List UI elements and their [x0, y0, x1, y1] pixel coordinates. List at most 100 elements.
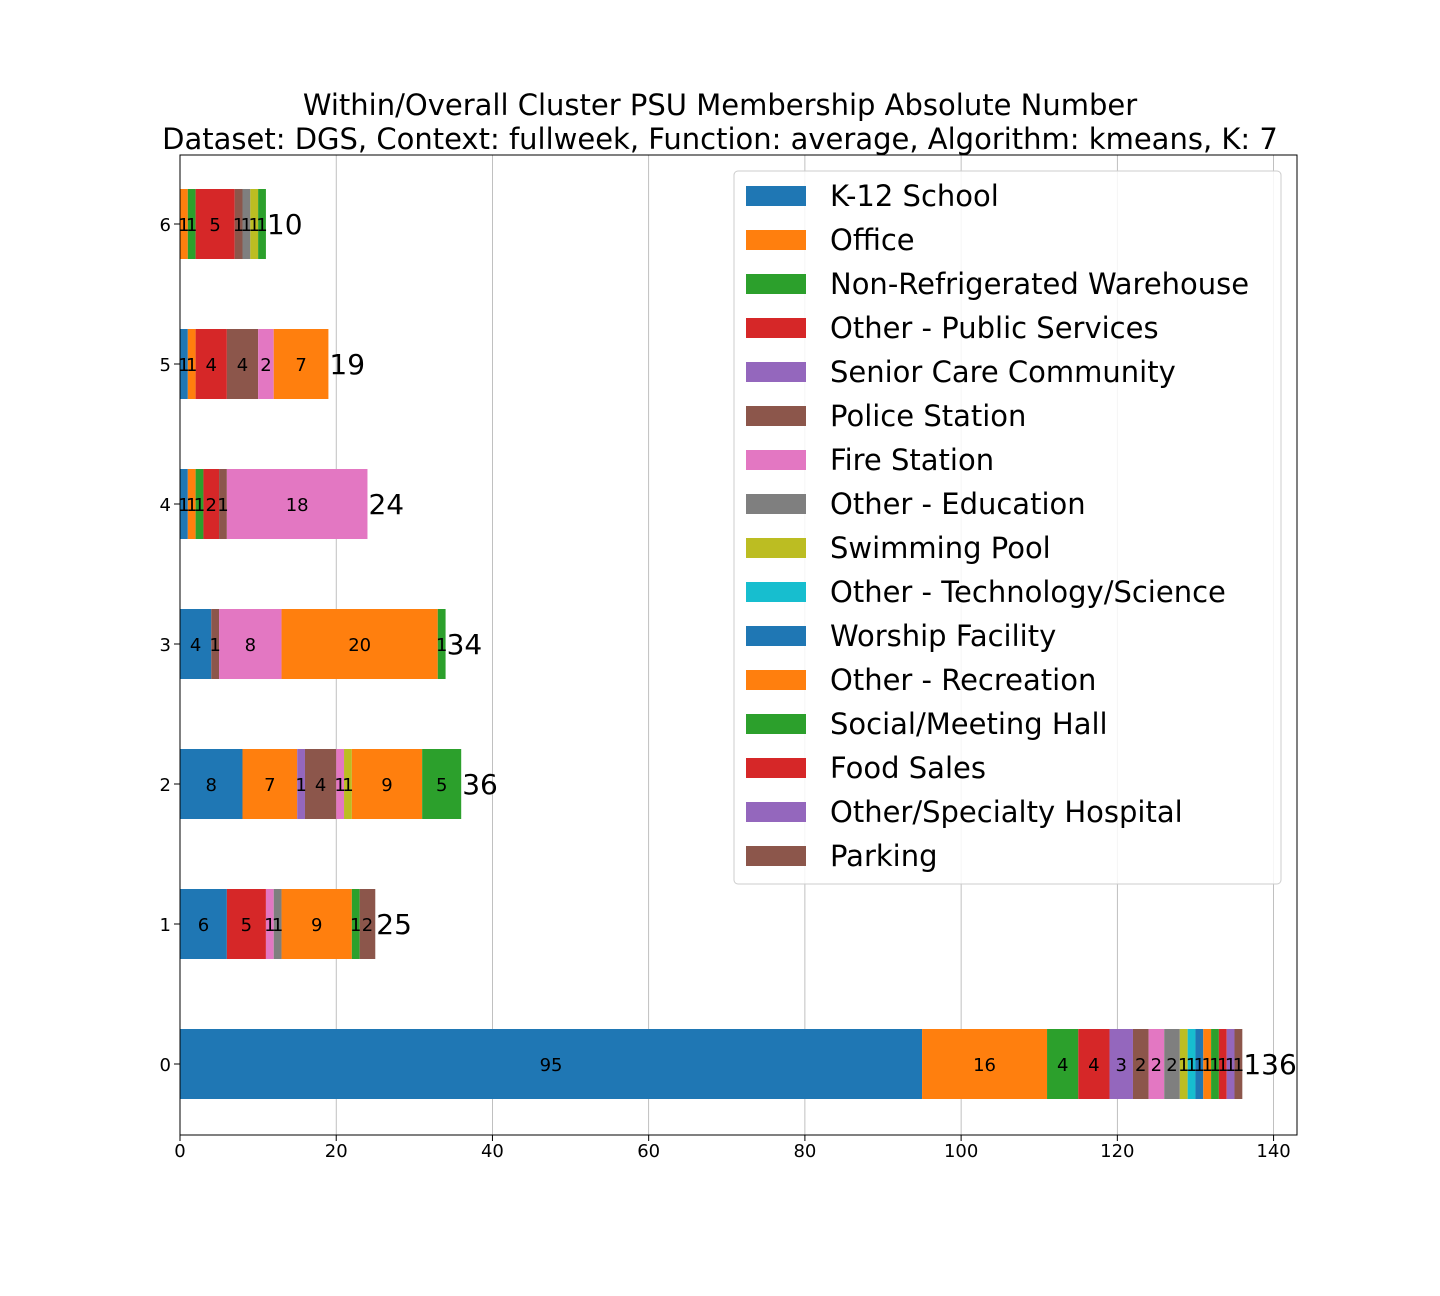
chart-title: Within/Overall Cluster PSU Membership Ab… — [302, 88, 1138, 122]
bar-segment — [219, 609, 282, 679]
legend-swatch — [746, 186, 806, 206]
bar-segment — [180, 889, 227, 959]
segment-label: 2 — [1151, 1055, 1162, 1076]
legend-label: Office — [830, 223, 915, 257]
plot-frame — [179, 154, 1298, 1136]
x-tick-label: 120 — [1100, 1141, 1134, 1162]
segment-label: 1 — [186, 215, 197, 236]
bar-segment — [258, 189, 266, 259]
bar-segment — [437, 609, 446, 679]
segment-label: 1 — [194, 495, 205, 516]
segment-label: 4 — [1057, 1055, 1068, 1076]
segment-label: 1 — [1201, 1055, 1212, 1076]
bar-segment — [180, 329, 188, 399]
bar-segment — [242, 749, 298, 819]
bar-segment — [180, 469, 188, 539]
bar-segment — [281, 609, 438, 679]
bar-segment — [922, 1029, 1048, 1099]
total-label: 19 — [329, 348, 365, 381]
legend-swatch — [746, 318, 806, 338]
segment-label: 18 — [286, 495, 309, 516]
bar-segment — [1132, 1029, 1149, 1099]
segment-label: 1 — [1194, 1055, 1205, 1076]
segment-label: 5 — [241, 915, 252, 936]
legend-swatch — [746, 846, 806, 866]
legend-label: Food Sales — [830, 751, 986, 785]
bar-segment — [234, 189, 243, 259]
bar-segment — [203, 469, 220, 539]
segment-label: 1 — [295, 775, 306, 796]
segment-label: 4 — [237, 355, 248, 376]
legend-swatch — [746, 274, 806, 294]
segment-label: 1 — [264, 915, 275, 936]
segment-label: 1 — [436, 635, 447, 656]
segment-label: 1 — [334, 775, 345, 796]
segment-label: 2 — [1135, 1055, 1146, 1076]
bar-segment — [180, 609, 212, 679]
legend-label: Parking — [830, 839, 938, 873]
x-tick-label: 20 — [325, 1141, 348, 1162]
segment-label: 1 — [342, 775, 353, 796]
segment-label: 4 — [206, 355, 217, 376]
segment-label: 16 — [973, 1055, 996, 1076]
bar-segment — [1078, 1029, 1110, 1099]
segment-label: 9 — [381, 775, 392, 796]
bar-segment — [258, 329, 274, 399]
segment-label: 1 — [241, 215, 252, 236]
segment-label: 1 — [186, 355, 197, 376]
bar-segment — [351, 749, 423, 819]
x-tick-label: 0 — [174, 1141, 185, 1162]
legend-label: Non-Refrigerated Warehouse — [830, 267, 1249, 301]
legend-label: Swimming Pool — [830, 531, 1051, 565]
segment-label: 1 — [217, 495, 228, 516]
segment-label: 2 — [260, 355, 271, 376]
total-label: 136 — [1243, 1048, 1296, 1081]
segment-label: 1 — [1209, 1055, 1220, 1076]
bar-segment — [187, 189, 196, 259]
segment-label: 3 — [1116, 1055, 1127, 1076]
legend-label: Worship Facility — [830, 619, 1056, 653]
y-tick-label: 6 — [160, 215, 171, 236]
segment-label: 5 — [209, 215, 220, 236]
bar-segment — [1187, 1029, 1196, 1099]
legend-swatch — [746, 230, 806, 250]
total-label: 24 — [368, 488, 404, 521]
bar-segment — [273, 889, 282, 959]
legend-swatch — [746, 670, 806, 690]
segment-label: 1 — [233, 215, 244, 236]
bar-segment — [1148, 1029, 1165, 1099]
segment-label: 8 — [245, 635, 256, 656]
legend-swatch — [746, 626, 806, 646]
segment-label: 4 — [315, 775, 326, 796]
bar-segment — [351, 889, 360, 959]
bar-segment — [1047, 1029, 1079, 1099]
bar-segment — [195, 329, 227, 399]
segment-label: 1 — [186, 495, 197, 516]
bar-segments — [180, 189, 1243, 1099]
bar-segment — [1226, 1029, 1235, 1099]
bar-segment — [304, 749, 337, 819]
legend-label: Other - Recreation — [830, 663, 1096, 697]
bar-segment — [297, 749, 305, 819]
segment-label: 7 — [295, 355, 306, 376]
x-tick-label: 40 — [481, 1141, 504, 1162]
segment-label: 4 — [190, 635, 201, 656]
bar-segment — [195, 189, 235, 259]
y-tick-label: 3 — [160, 635, 171, 656]
y-tick-label: 0 — [160, 1055, 171, 1076]
segment-label: 2 — [1166, 1055, 1177, 1076]
bar-segment — [226, 889, 266, 959]
bar-segment — [211, 609, 220, 679]
bar-segment — [344, 749, 352, 819]
y-tick-label: 1 — [160, 915, 171, 936]
bar-segment — [187, 329, 196, 399]
total-label: 34 — [447, 628, 483, 661]
segment-label: 95 — [540, 1055, 563, 1076]
bar-segment — [242, 189, 251, 259]
segment-label: 5 — [436, 775, 447, 796]
segment-label: 1 — [272, 915, 283, 936]
